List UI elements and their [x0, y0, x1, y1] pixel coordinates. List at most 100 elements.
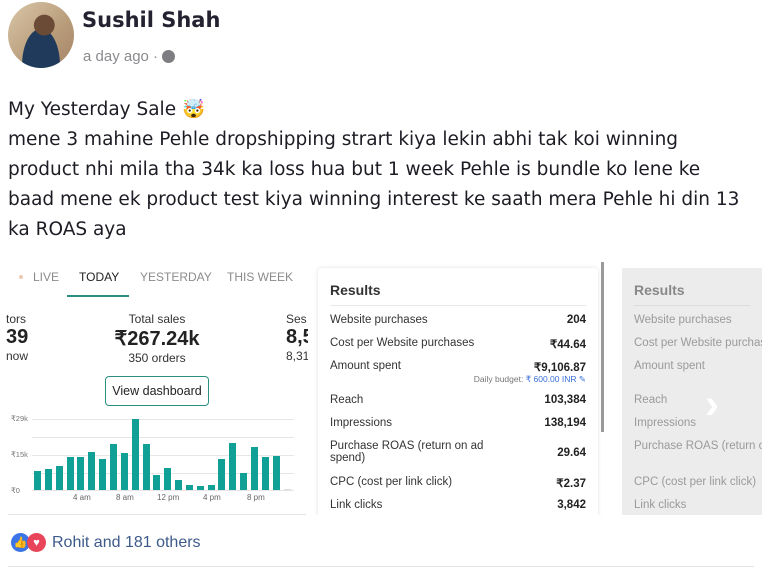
bar[interactable] — [55, 465, 63, 490]
y-tick: ₹15k — [11, 450, 28, 459]
row-label: Link clicks — [634, 499, 687, 511]
bar[interactable] — [34, 471, 41, 490]
results-row: CPC (cost per link click) ₹2.37 — [330, 468, 586, 491]
results-row: Cost per Website purchases — [634, 329, 762, 352]
results-row: Purchase ROAS (return on ad spend) 29.64 — [330, 432, 586, 468]
results-row: CPC (cost per link click) — [634, 468, 756, 491]
stat-total-sales: Total sales ₹267.24k 350 orders — [97, 312, 217, 365]
chevron-right-icon[interactable]: › — [705, 380, 719, 427]
bar[interactable] — [99, 458, 107, 490]
bar[interactable] — [251, 447, 258, 490]
timestamp[interactable]: a day ago · — [83, 48, 159, 65]
tab-live[interactable]: LIVE — [33, 270, 60, 284]
row-label: Website purchases — [634, 314, 732, 326]
stat-value: 39 — [6, 326, 29, 348]
stat-value: 8,5 — [286, 326, 308, 348]
stat-label: Ses — [286, 312, 307, 326]
post-text: My Yesterday Sale 🤯 mene 3 mahine Pehle … — [8, 95, 758, 245]
x-tick: 8 pm — [247, 493, 265, 502]
results-row: Website purchases — [634, 306, 750, 329]
results-row: Cost per Website purchases ₹44.64 — [330, 329, 586, 352]
stat-value: ₹267.24k — [114, 328, 200, 350]
bar[interactable] — [164, 468, 172, 490]
love-icon: ♥ — [27, 533, 46, 552]
row-label: Reach — [634, 394, 668, 406]
value-text: ₹44.64 — [549, 339, 586, 351]
row-value: ₹44.64 — [550, 337, 586, 352]
post-meta: a day ago · — [83, 48, 176, 65]
results-row: Impressions — [634, 409, 750, 432]
value-text: ₹9,106.87 — [533, 362, 586, 374]
post-image[interactable]: LIVE TODAY YESTERDAY THIS WEEK tors 39 n… — [0, 262, 762, 515]
post-line: mene 3 mahine Pehle dropshipping strart … — [8, 129, 679, 150]
row-label: Purchase ROAS (return on ad spend) — [634, 440, 762, 452]
bar[interactable] — [283, 489, 291, 490]
results-row: Impressions 138,194 — [330, 409, 586, 432]
row-label: Impressions — [634, 417, 696, 429]
edit-pencil-icon[interactable]: ✎ — [578, 374, 586, 384]
bar[interactable] — [109, 444, 117, 490]
bar[interactable] — [131, 419, 139, 490]
row-value: 3,842 — [557, 499, 586, 514]
daily-budget[interactable]: Daily budget: ₹ 600.00 INR ✎ — [474, 374, 586, 385]
author-name[interactable]: Sushil Shah — [82, 8, 221, 32]
x-tick: 4 pm — [203, 493, 221, 502]
row-label: Cost per Website purchases — [634, 337, 762, 349]
stat-sessions: Ses 8,5 8,31 — [286, 312, 308, 363]
bar[interactable] — [175, 479, 183, 490]
divider — [8, 566, 754, 567]
bar[interactable] — [153, 474, 161, 490]
stat-label: tors — [6, 312, 27, 326]
tab-yesterday[interactable]: YESTERDAY — [140, 270, 212, 284]
bar[interactable] — [261, 457, 269, 490]
row-value: 103,384 — [544, 394, 586, 409]
bar[interactable] — [240, 473, 248, 490]
bar[interactable] — [88, 452, 96, 490]
value-text: 3,842 — [557, 499, 586, 511]
tab-this-week[interactable]: THIS WEEK — [227, 270, 294, 284]
row-value: 29.64 — [557, 440, 586, 468]
row-value: 204 — [567, 314, 586, 329]
results-title: Results — [634, 268, 750, 306]
bar[interactable] — [185, 485, 193, 490]
stat-visitors: tors 39 now — [6, 312, 28, 363]
results-card: Results Website purchases 204 Cost per Web… — [318, 268, 598, 515]
row-label: Link clicks — [330, 499, 383, 511]
value-text: 204 — [566, 314, 586, 326]
bar[interactable] — [142, 443, 150, 490]
bar[interactable] — [120, 453, 128, 490]
bar[interactable] — [218, 458, 226, 490]
post-line: product nhi mila tha 34k ka loss hua but… — [8, 159, 701, 180]
value-text: ₹2.37 — [556, 478, 586, 490]
results-row: Reach 103,384 — [330, 386, 586, 409]
tab-today[interactable]: TODAY — [79, 270, 120, 284]
stat-sub: now — [6, 349, 29, 363]
y-tick: ₹0 — [11, 486, 20, 495]
results-row: Website purchases 204 — [330, 306, 586, 329]
view-dashboard-button[interactable]: View dashboard — [105, 376, 209, 406]
results-title: Results — [330, 268, 586, 306]
row-value: 138,194 — [544, 417, 586, 432]
bar[interactable] — [207, 485, 215, 490]
budget-value: ₹ 600.00 INR — [525, 374, 577, 384]
active-tab-indicator — [67, 295, 129, 297]
budget-label: Daily budget: — [473, 374, 524, 384]
bar[interactable] — [196, 486, 204, 490]
scrollbar[interactable] — [601, 262, 604, 432]
x-tick: 4 am — [73, 493, 91, 502]
reactions-text[interactable]: Rohit and 181 others — [52, 533, 201, 551]
value-text: 138,194 — [544, 417, 586, 429]
row-label: Amount spent — [634, 360, 705, 372]
results-card-next: Results Website purchases Cost per Websit… — [622, 268, 762, 515]
row-label: CPC (cost per link click) — [634, 476, 757, 488]
bar[interactable] — [229, 443, 237, 490]
avatar[interactable] — [8, 2, 74, 68]
reactions-summary[interactable]: 👍 ♥ Rohit and 181 others — [11, 533, 201, 552]
y-tick: ₹29k — [11, 414, 28, 423]
bar[interactable] — [44, 469, 52, 490]
bar[interactable] — [77, 457, 85, 490]
stat-sub: 350 orders — [128, 351, 186, 365]
bar[interactable] — [272, 456, 280, 490]
row-label: Purchase ROAS (return on ad spend) — [330, 440, 484, 464]
bar[interactable] — [66, 457, 74, 490]
